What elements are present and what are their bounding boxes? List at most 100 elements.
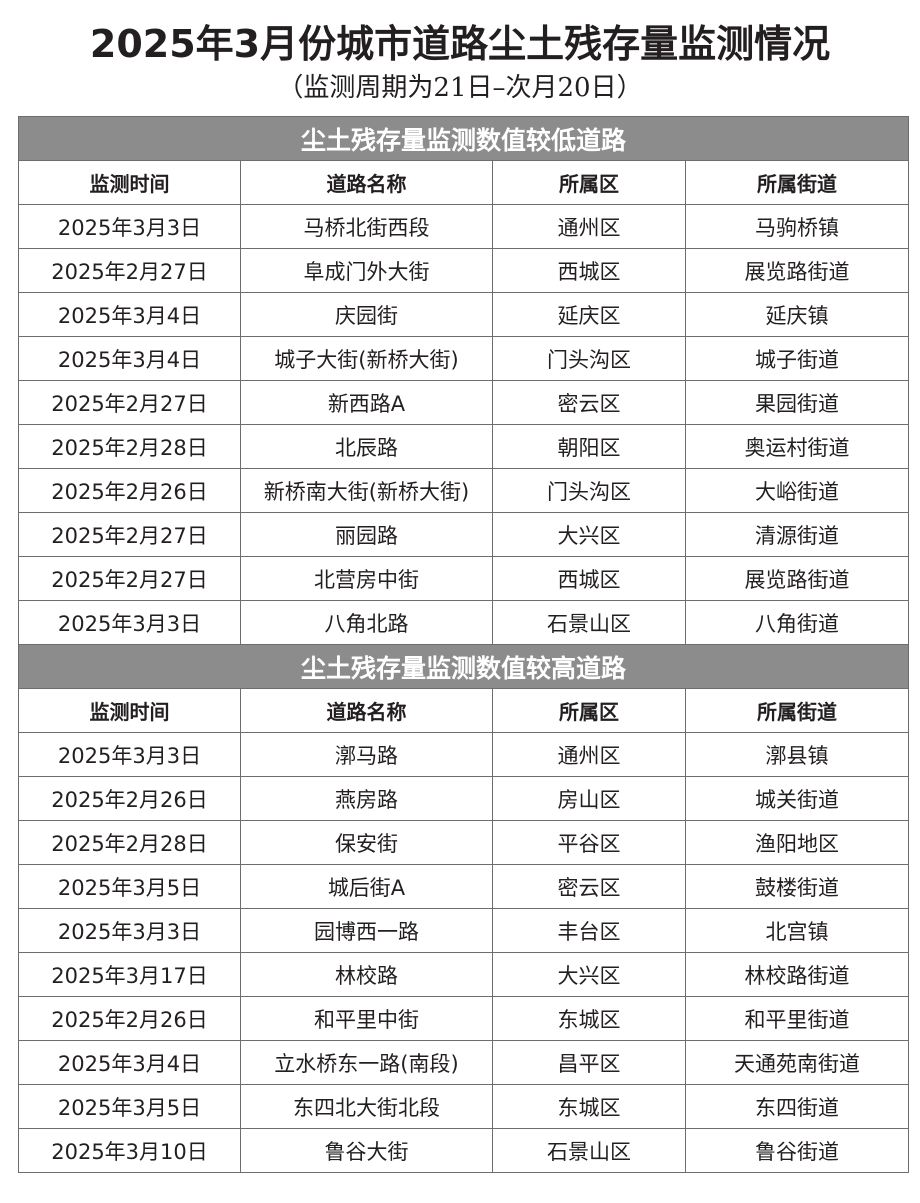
cell-road-name: 新桥南大街(新桥大街) [240,468,493,513]
cell-road-name: 立水桥东一路(南段) [240,1040,493,1085]
cell-date: 2025年2月28日 [18,424,241,469]
column-header-road-name: 道路名称 [240,160,493,205]
cell-subdistrict: 渔阳地区 [684,820,910,865]
cell-subdistrict: 清源街道 [684,512,910,557]
cell-district: 房山区 [492,776,686,821]
table-row: 2025年2月28日 保安街 平谷区 渔阳地区 [18,820,910,865]
cell-subdistrict: 大峪街道 [684,468,910,513]
cell-district: 大兴区 [492,512,686,557]
table-row: 2025年3月4日 立水桥东一路(南段) 昌平区 天通苑南街道 [18,1040,910,1085]
cell-road-name: 阜成门外大街 [240,248,493,293]
cell-district: 丰台区 [492,908,686,953]
table-row: 2025年2月27日 北营房中街 西城区 展览路街道 [18,556,910,601]
cell-date: 2025年3月3日 [18,204,241,249]
cell-district: 东城区 [492,996,686,1041]
table-row: 2025年2月27日 丽园路 大兴区 清源街道 [18,512,910,557]
cell-district: 通州区 [492,732,686,777]
cell-road-name: 燕房路 [240,776,493,821]
cell-date: 2025年2月26日 [18,996,241,1041]
cell-road-name: 新西路A [240,380,493,425]
cell-road-name: 园博西一路 [240,908,493,953]
column-header-subdistrict: 所属街道 [684,160,910,205]
column-header-subdistrict: 所属街道 [684,688,910,733]
cell-district: 平谷区 [492,820,686,865]
cell-road-name: 东四北大街北段 [240,1084,493,1129]
cell-date: 2025年3月10日 [18,1128,241,1173]
cell-district: 石景山区 [492,600,686,645]
cell-subdistrict: 展览路街道 [684,248,910,293]
cell-road-name: 和平里中街 [240,996,493,1041]
cell-date: 2025年3月5日 [18,864,241,909]
table-row: 2025年3月4日 庆园街 延庆区 延庆镇 [18,292,910,337]
cell-road-name: 城后街A [240,864,493,909]
column-header-road-name: 道路名称 [240,688,493,733]
cell-road-name: 林校路 [240,952,493,997]
table-row: 2025年3月3日 八角北路 石景山区 八角街道 [18,600,910,645]
table-row: 2025年2月26日 燕房路 房山区 城关街道 [18,776,910,821]
cell-road-name: 北辰路 [240,424,493,469]
table-row: 2025年2月27日 阜成门外大街 西城区 展览路街道 [18,248,910,293]
cell-road-name: 保安街 [240,820,493,865]
cell-subdistrict: 展览路街道 [684,556,910,601]
column-header-date: 监测时间 [18,160,241,205]
cell-district: 昌平区 [492,1040,686,1085]
table-row: 2025年2月26日 和平里中街 东城区 和平里街道 [18,996,910,1041]
table-row: 2025年2月26日 新桥南大街(新桥大街) 门头沟区 大峪街道 [18,468,910,513]
column-header-row: 监测时间 道路名称 所属区 所属街道 [18,160,910,205]
page-title: 2025年3月份城市道路尘土残存量监测情况 [89,22,831,66]
cell-road-name: 城子大街(新桥大街) [240,336,493,381]
cell-date: 2025年3月4日 [18,292,241,337]
table-row: 2025年3月5日 城后街A 密云区 鼓楼街道 [18,864,910,909]
cell-subdistrict: 天通苑南街道 [684,1040,910,1085]
cell-subdistrict: 奥运村街道 [684,424,910,469]
table-row: 2025年2月27日 新西路A 密云区 果园街道 [18,380,910,425]
cell-date: 2025年3月3日 [18,600,241,645]
table-row: 2025年3月3日 园博西一路 丰台区 北宫镇 [18,908,910,953]
monitoring-table: 尘土残存量监测数值较低道路 监测时间 道路名称 所属区 所属街道 2025年3月3日 马桥北… [17,116,910,1173]
cell-district: 西城区 [492,556,686,601]
cell-district: 门头沟区 [492,468,686,513]
cell-district: 密云区 [492,864,686,909]
cell-date: 2025年2月27日 [18,248,241,293]
cell-date: 2025年3月5日 [18,1084,241,1129]
cell-date: 2025年3月3日 [18,732,241,777]
cell-subdistrict: 林校路街道 [684,952,910,997]
cell-district: 门头沟区 [492,336,686,381]
cell-subdistrict: 东四街道 [684,1084,910,1129]
cell-district: 通州区 [492,204,686,249]
table-row: 2025年3月3日 漷马路 通州区 漷县镇 [18,732,910,777]
cell-subdistrict: 和平里街道 [684,996,910,1041]
cell-district: 石景山区 [492,1128,686,1173]
cell-district: 朝阳区 [492,424,686,469]
cell-district: 西城区 [492,248,686,293]
table-row: 2025年3月5日 东四北大街北段 东城区 东四街道 [18,1084,910,1129]
table-row: 2025年3月17日 林校路 大兴区 林校路街道 [18,952,910,997]
cell-road-name: 鲁谷大街 [240,1128,493,1173]
cell-date: 2025年2月27日 [18,556,241,601]
cell-date: 2025年2月26日 [18,468,241,513]
cell-road-name: 八角北路 [240,600,493,645]
cell-date: 2025年3月17日 [18,952,241,997]
column-header-district: 所属区 [492,688,686,733]
table-row: 2025年3月4日 城子大街(新桥大街) 门头沟区 城子街道 [18,336,910,381]
table-row: 2025年3月10日 鲁谷大街 石景山区 鲁谷街道 [18,1128,910,1173]
cell-district: 密云区 [492,380,686,425]
cell-district: 东城区 [492,1084,686,1129]
cell-road-name: 丽园路 [240,512,493,557]
cell-road-name: 马桥北街西段 [240,204,493,249]
cell-road-name: 庆园街 [240,292,493,337]
page-subtitle: （监测周期为21日–次月20日） [277,73,643,103]
cell-road-name: 漷马路 [240,732,493,777]
column-header-row: 监测时间 道路名称 所属区 所属街道 [18,688,910,733]
cell-date: 2025年2月27日 [18,380,241,425]
cell-road-name: 北营房中街 [240,556,493,601]
cell-subdistrict: 北宫镇 [684,908,910,953]
cell-district: 延庆区 [492,292,686,337]
cell-date: 2025年3月4日 [18,1040,241,1085]
cell-date: 2025年3月4日 [18,336,241,381]
cell-date: 2025年3月3日 [18,908,241,953]
section-heading: 尘土残存量监测数值较高道路 [17,644,910,689]
cell-subdistrict: 果园街道 [684,380,910,425]
table-row: 2025年2月28日 北辰路 朝阳区 奥运村街道 [18,424,910,469]
cell-date: 2025年2月28日 [18,820,241,865]
